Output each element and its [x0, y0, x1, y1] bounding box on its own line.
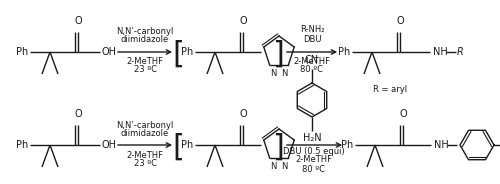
Text: Ph: Ph: [181, 47, 193, 57]
Text: DBU (0.5 equi): DBU (0.5 equi): [283, 146, 345, 155]
Text: [: [: [172, 40, 184, 68]
Text: O: O: [239, 109, 247, 119]
Text: 80 ºC: 80 ºC: [300, 66, 324, 75]
Text: 2-MeTHF: 2-MeTHF: [294, 56, 331, 66]
Text: Ph: Ph: [16, 47, 28, 57]
Text: 80 ºC: 80 ºC: [302, 164, 326, 174]
Text: O: O: [74, 109, 82, 119]
Text: diimidazole: diimidazole: [121, 128, 169, 137]
Text: N,N’-carbonyl: N,N’-carbonyl: [116, 27, 173, 36]
Text: H₂N: H₂N: [302, 133, 322, 143]
Text: Ph: Ph: [341, 140, 353, 150]
Text: N,N’-carbonyl: N,N’-carbonyl: [116, 121, 173, 130]
Text: R-NH₂: R-NH₂: [300, 26, 324, 35]
Text: ]: ]: [272, 132, 284, 162]
Text: ]: ]: [272, 40, 284, 68]
Text: 23 ºC: 23 ºC: [134, 66, 156, 75]
Text: DBU: DBU: [303, 35, 321, 43]
Text: N: N: [270, 69, 277, 78]
Text: N: N: [270, 162, 277, 171]
Text: O: O: [399, 109, 407, 119]
Text: NH: NH: [434, 140, 449, 150]
Text: 2-MeTHF: 2-MeTHF: [296, 155, 333, 164]
Text: Ph: Ph: [181, 140, 193, 150]
Text: 2-MeTHF: 2-MeTHF: [126, 151, 164, 160]
Text: R = aryl: R = aryl: [373, 86, 407, 95]
Text: diimidazole: diimidazole: [121, 36, 169, 45]
Text: O: O: [74, 16, 82, 26]
Text: O: O: [396, 16, 404, 26]
Text: O: O: [239, 16, 247, 26]
Text: Ph: Ph: [16, 140, 28, 150]
Text: 23 ºC: 23 ºC: [134, 158, 156, 167]
Text: OH: OH: [102, 140, 117, 150]
Text: CN: CN: [305, 55, 319, 65]
Text: 2-MeTHF: 2-MeTHF: [126, 57, 164, 66]
Text: [: [: [172, 132, 184, 162]
Text: Ph: Ph: [338, 47, 350, 57]
Text: NH: NH: [433, 47, 448, 57]
Text: N: N: [281, 162, 287, 171]
Text: N: N: [281, 69, 287, 78]
Text: OH: OH: [102, 47, 117, 57]
Text: R: R: [457, 47, 464, 57]
